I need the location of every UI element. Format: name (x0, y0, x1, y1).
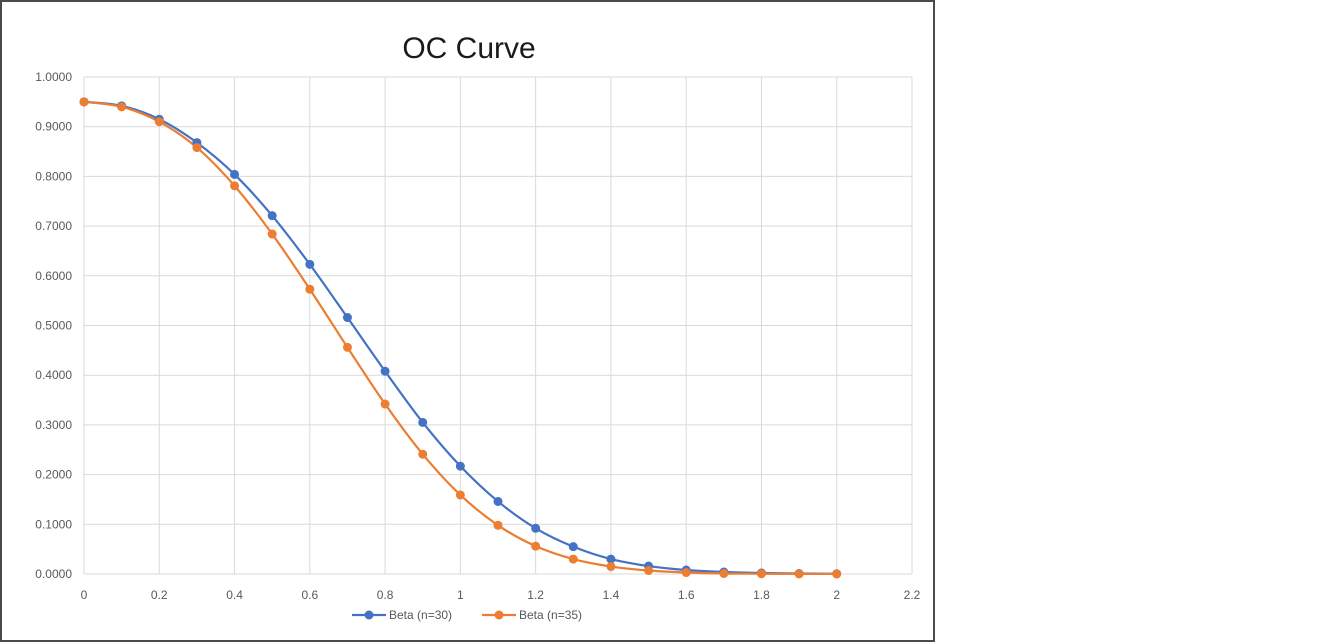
x-tick-label: 0.2 (151, 588, 168, 602)
data-point-series-1 (342, 313, 352, 323)
x-tick-label: 1.8 (753, 588, 770, 602)
grid-lines (83, 76, 913, 575)
chart-title: OC Curve (402, 32, 535, 65)
x-tick-label: 0.6 (301, 588, 318, 602)
data-point-series-2 (305, 284, 315, 294)
x-tick-label: 2 (833, 588, 840, 602)
oc-curve-chart: OC Curve 0.00000.10000.20000.30000.40000… (35, 32, 921, 622)
legend-label-1: Beta (n=30) (389, 608, 452, 622)
series-points (79, 97, 842, 579)
data-point-series-2 (154, 117, 164, 127)
data-point-series-1 (455, 461, 465, 471)
x-tick-label: 2.2 (904, 588, 921, 602)
x-tick-label: 0.8 (377, 588, 394, 602)
y-tick-label: 0.6000 (35, 269, 72, 283)
data-point-series-2 (531, 541, 541, 551)
data-point-series-1 (418, 417, 428, 427)
data-point-series-1 (568, 542, 578, 552)
x-tick-label: 0.4 (226, 588, 243, 602)
legend: Beta (n=30) Beta (n=35) (352, 608, 582, 622)
data-point-series-2 (455, 490, 465, 500)
data-point-series-2 (380, 399, 390, 409)
chart-frame: OC Curve 0.0000 0.1000 0.2000 0.3000 0.4000 0… (0, 0, 935, 642)
y-tick-label: 0.5000 (35, 319, 72, 333)
y-axis-tick-labels: 0.0000 0.1000 0.2000 0.3000 0.4000 0.5000 0.60… (35, 70, 72, 581)
y-tick-label: 0.3000 (35, 418, 72, 432)
x-axis-tick-labels: 0 0.2 0.4 0.6 0.8 1 1.2 1.4 1.6 1.8 2 2.2 (81, 588, 921, 602)
data-point-series-2 (230, 181, 240, 191)
data-point-series-2 (192, 143, 202, 153)
y-tick-label: 0.7000 (35, 219, 72, 233)
data-point-series-1 (606, 554, 616, 564)
y-tick-label: 0.9000 (35, 120, 72, 134)
data-point-series-2 (568, 554, 578, 564)
data-point-series-1 (305, 259, 315, 269)
data-point-series-1 (380, 366, 390, 376)
x-tick-label: 1.4 (603, 588, 620, 602)
y-tick-label: 0.2000 (35, 468, 72, 482)
data-point-series-2 (794, 569, 804, 579)
data-point-series-2 (719, 569, 729, 579)
data-point-series-2 (681, 568, 691, 578)
data-point-series-2 (493, 520, 503, 530)
x-tick-label: 0 (81, 588, 88, 602)
legend-marker-2 (494, 610, 504, 620)
data-point-series-1 (267, 211, 277, 221)
y-tick-label: 0.1000 (35, 517, 72, 531)
data-point-series-2 (117, 102, 127, 112)
y-tick-label: 1.0000 (35, 70, 72, 84)
data-point-series-1 (531, 523, 541, 533)
x-tick-label: 1.2 (527, 588, 544, 602)
x-tick-label: 1.6 (678, 588, 695, 602)
data-point-series-2 (79, 97, 89, 107)
data-point-series-2 (342, 342, 352, 352)
data-point-series-2 (606, 562, 616, 572)
legend-marker-1 (364, 610, 374, 620)
y-tick-label: 0.4000 (35, 368, 72, 382)
y-tick-label: 0.8000 (35, 169, 72, 183)
legend-label-2: Beta (n=35) (519, 608, 582, 622)
data-point-series-2 (832, 569, 842, 579)
data-point-series-1 (230, 169, 240, 179)
data-point-series-2 (756, 569, 766, 579)
x-tick-label: 1 (457, 588, 464, 602)
data-point-series-2 (267, 229, 277, 239)
y-tick-label: 0.0000 (35, 567, 72, 581)
data-point-series-1 (493, 496, 503, 506)
data-point-series-2 (644, 566, 654, 576)
data-point-series-2 (418, 449, 428, 459)
